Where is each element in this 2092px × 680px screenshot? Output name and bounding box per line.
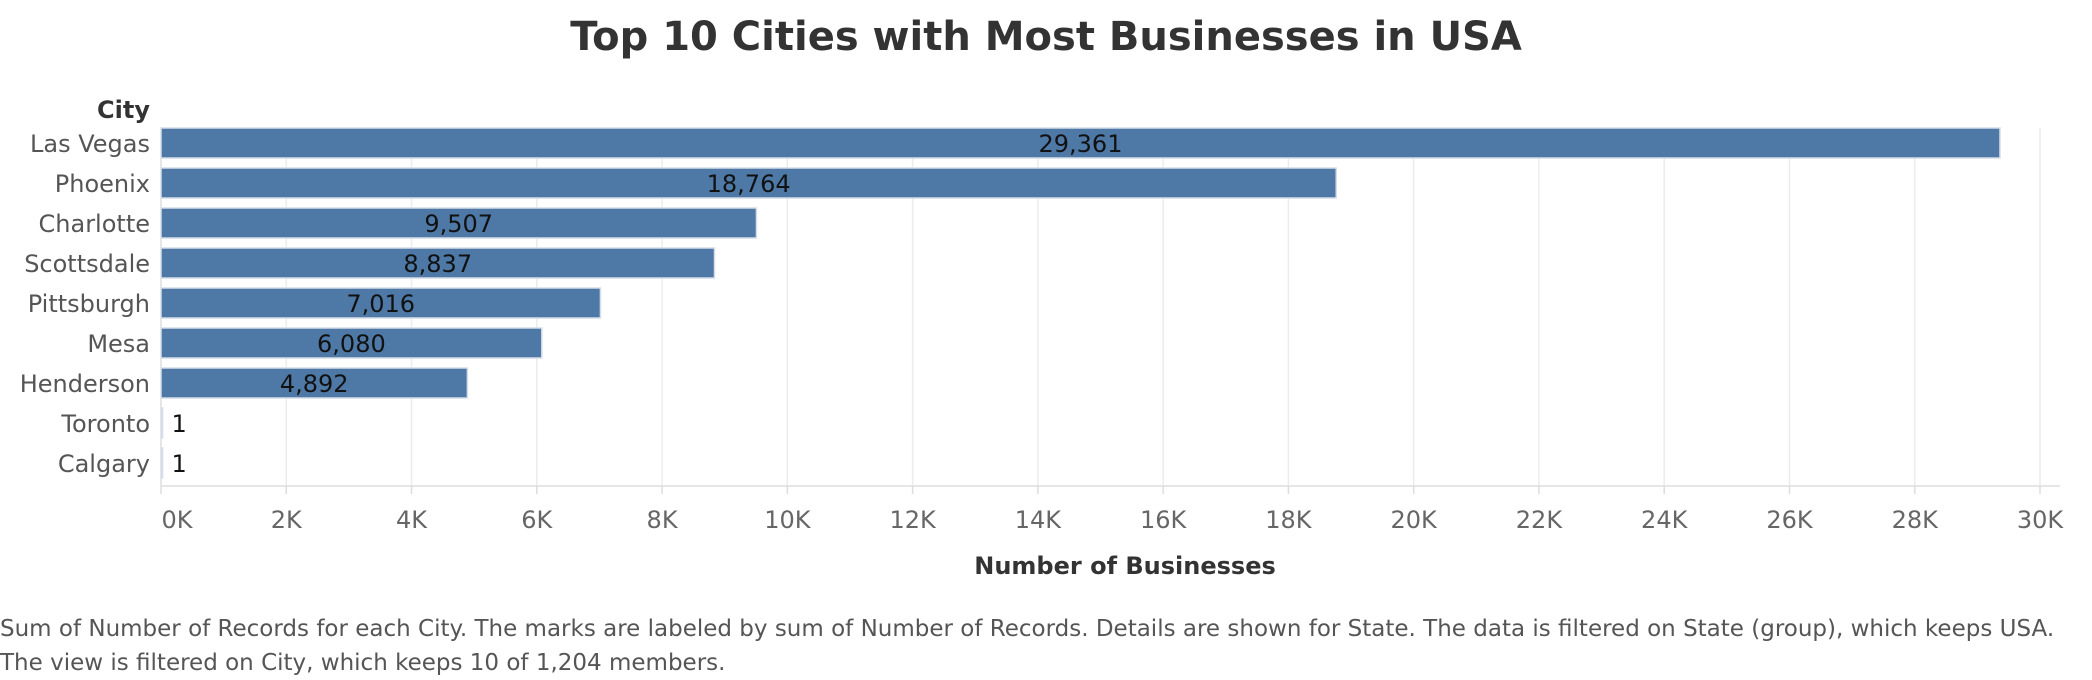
- x-tick-label: 28K: [1892, 506, 1940, 534]
- x-tick-label: 30K: [2017, 506, 2065, 534]
- x-tick-label: 4K: [396, 506, 428, 534]
- data-label: 18,764: [707, 170, 791, 198]
- x-tick-label: 6K: [521, 506, 553, 534]
- bar: [160, 447, 164, 479]
- x-tick-label: 0K: [161, 506, 193, 534]
- category-label: Phoenix: [55, 170, 150, 198]
- bar: [160, 287, 602, 319]
- bar: [160, 367, 469, 399]
- bar-chart: 29,36118,7649,5078,8377,0166,0804,89211 …: [20, 96, 2065, 580]
- bar: [160, 127, 2001, 159]
- data-label: 6,080: [317, 330, 386, 358]
- data-label: 4,892: [280, 370, 349, 398]
- chart-caption: Sum of Number of Records for each City. …: [0, 616, 2055, 676]
- bar: [160, 327, 543, 359]
- data-label: 1: [172, 450, 187, 478]
- category-label: Henderson: [20, 370, 150, 398]
- data-labels: 29,361 18,764 9,507 8,837 7,016 6,080 4,892 1 1: [172, 130, 1123, 478]
- x-tick-label: 24K: [1641, 506, 1689, 534]
- bars: [160, 127, 2001, 479]
- category-label: Scottsdale: [24, 250, 150, 278]
- category-label: Las Vegas: [30, 130, 150, 158]
- category-label: Toronto: [60, 410, 150, 438]
- x-tick-label: 26K: [1766, 506, 1814, 534]
- x-tick-label: 20K: [1391, 506, 1439, 534]
- x-tick-label: 8K: [647, 506, 679, 534]
- x-tick-label: 14K: [1015, 506, 1063, 534]
- chart-title: Top 10 Cities with Most Businesses in US…: [570, 14, 1522, 60]
- x-tick-label: 12K: [889, 506, 937, 534]
- category-labels: Las Vegas Phoenix Charlotte Scottsdale Pitts…: [20, 130, 150, 478]
- x-tick-label: 22K: [1516, 506, 1564, 534]
- x-axis-ticks: 0K 2K 4K 6K 8K 10K 12K 14K 16K 18K 20K 22K 24K 26K 28K…: [161, 506, 2064, 534]
- x-tick-label: 10K: [764, 506, 812, 534]
- bar: [160, 167, 1338, 199]
- x-tick-label: 16K: [1140, 506, 1188, 534]
- data-label: 7,016: [346, 290, 415, 318]
- bar: [160, 407, 164, 439]
- category-label: Pittsburgh: [28, 290, 150, 318]
- data-label: 29,361: [1038, 130, 1122, 158]
- bar: [160, 207, 758, 239]
- data-label: 8,837: [403, 250, 472, 278]
- row-header: City: [97, 96, 150, 124]
- x-axis-title: Number of Businesses: [974, 552, 1276, 580]
- bar: [160, 247, 716, 279]
- data-label: 9,507: [424, 210, 493, 238]
- x-tick-label: 18K: [1265, 506, 1313, 534]
- category-label: Mesa: [87, 330, 150, 358]
- data-label: 1: [172, 410, 187, 438]
- category-label: Calgary: [58, 450, 150, 478]
- x-tick-label: 2K: [271, 506, 303, 534]
- category-label: Charlotte: [39, 210, 150, 238]
